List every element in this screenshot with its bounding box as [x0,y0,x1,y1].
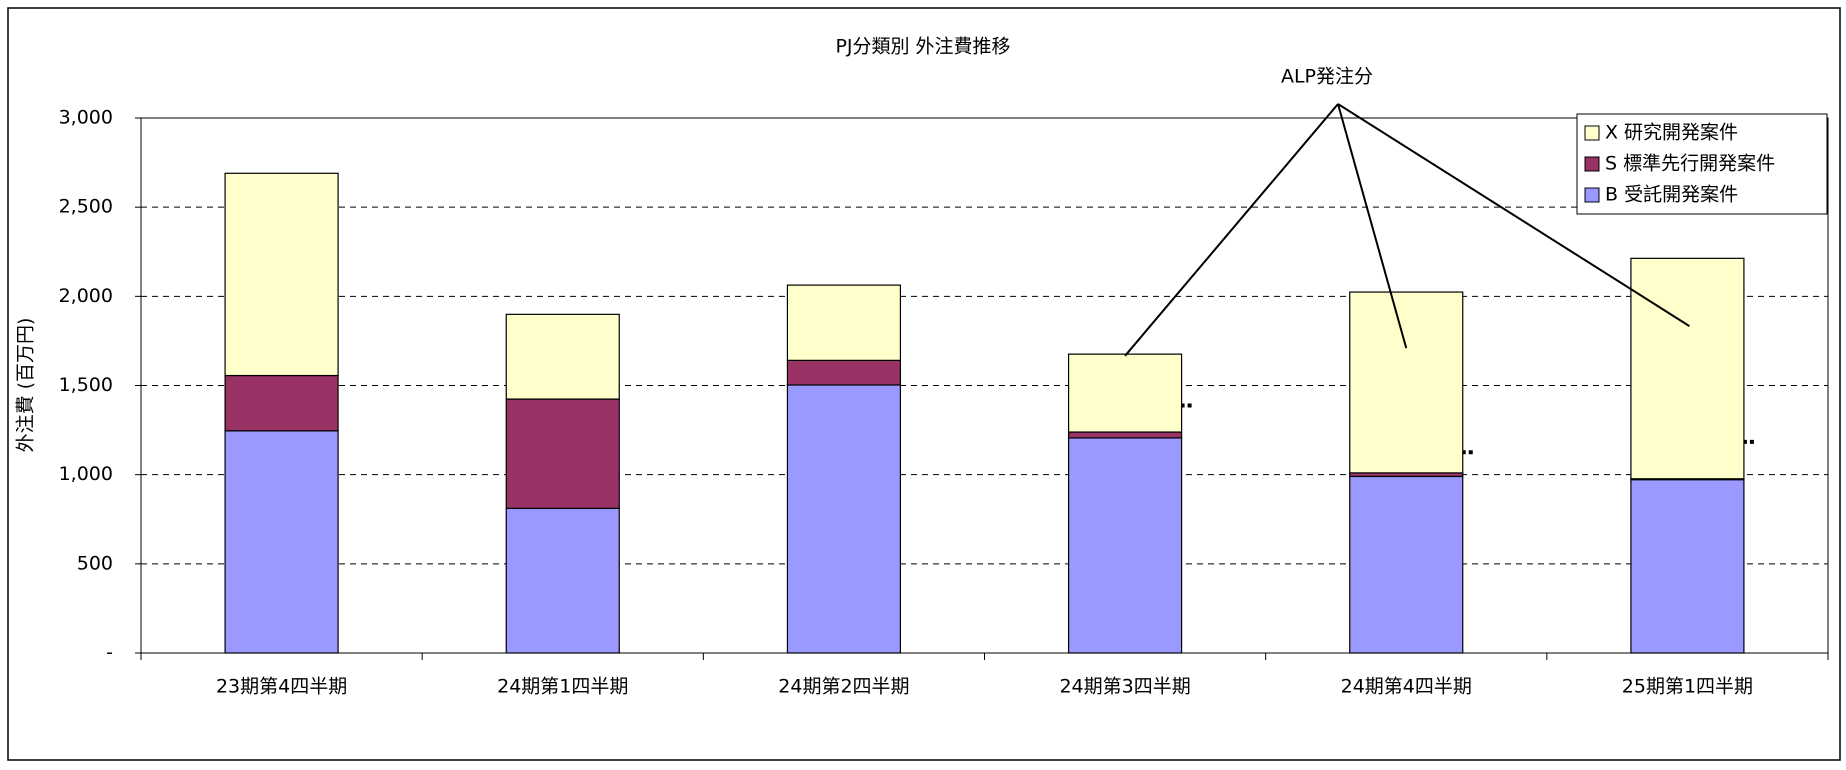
bar-segment [224,172,339,377]
bar-segment [786,359,902,386]
bar-segment [1630,479,1745,654]
x-tick-label: 24期第4四半期 [1341,676,1472,698]
legend-swatch [1584,125,1600,141]
bar-segment [505,313,620,400]
x-tick-label: 24期第2四半期 [778,676,909,698]
annotation-line [1337,103,1408,349]
y-tick-label: 500 [77,552,113,574]
bar-segment [1067,353,1183,433]
bar-segment [505,507,620,654]
bar-segment [786,284,902,361]
x-tick-label: 23期第4四半期 [216,676,347,698]
chart-title: PJ分類別 外注費推移 [835,36,1010,58]
y-tick-label: 2,000 [59,285,113,307]
legend [1576,113,1828,215]
legend-swatch [1584,156,1600,172]
legend-label: S 標準先行開発案件 [1605,153,1775,175]
bar-segment [224,430,339,654]
y-tick-label: 1,000 [59,463,113,485]
annotation-line [1337,103,1690,327]
bar-segment [1349,291,1464,474]
annotation-line [1124,103,1339,357]
y-tick-label: 3,000 [59,107,113,129]
annotation: ALP発注分 [1281,66,1373,88]
x-tick-label: 24期第1四半期 [497,676,628,698]
y-tick-label: 2,500 [59,196,113,218]
x-tick-label: 24期第3四半期 [1059,676,1190,698]
y-tick-label: 1,500 [59,374,113,396]
bar-segment [1067,437,1183,654]
bar-segment [1349,475,1464,654]
legend-swatch [1584,187,1600,203]
bar-segment [1630,257,1745,480]
x-tick-label: 25期第1四半期 [1622,676,1753,698]
bar-segment [224,374,339,432]
plot-area [140,117,1829,654]
legend-label: B 受託開発案件 [1605,184,1738,206]
bar-segment [1067,431,1183,439]
bar-segment [505,398,620,509]
y-axis-label: 外注費 (百万円) [15,318,37,453]
bar-segment [786,384,902,654]
legend-label: X 研究開発案件 [1605,122,1738,144]
y-tick-label: - [106,642,113,664]
